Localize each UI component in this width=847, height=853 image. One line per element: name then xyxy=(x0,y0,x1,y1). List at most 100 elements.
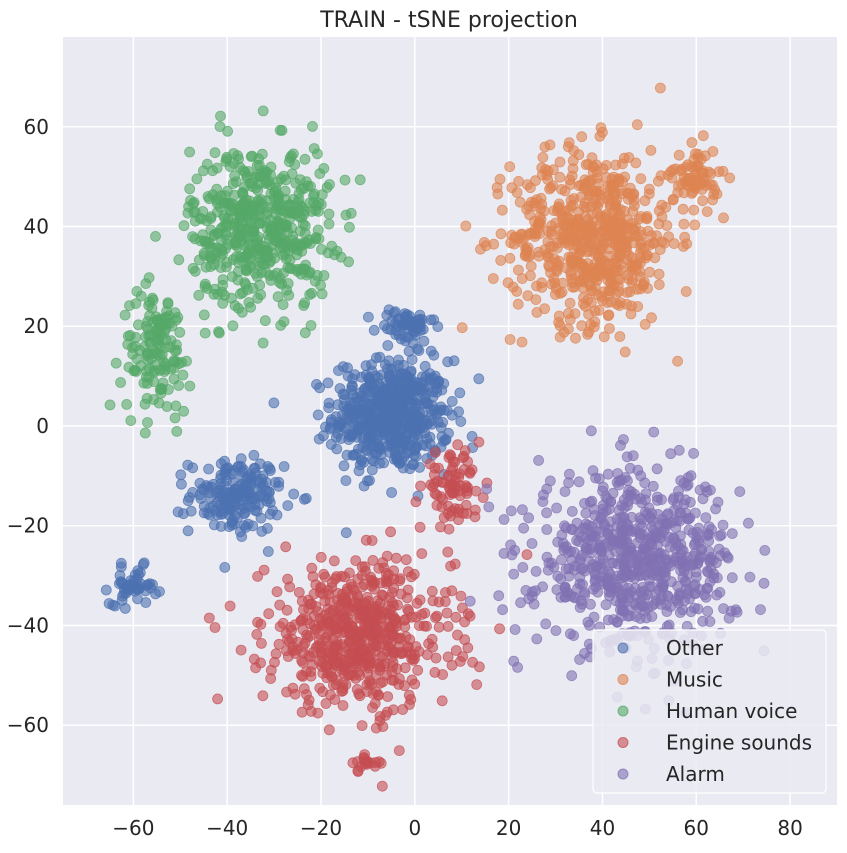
data-point xyxy=(118,588,130,599)
data-point xyxy=(187,462,199,474)
data-point xyxy=(382,340,394,351)
data-point xyxy=(302,699,314,711)
data-point xyxy=(390,614,401,626)
data-point xyxy=(308,620,320,632)
data-point xyxy=(653,279,665,291)
data-point xyxy=(408,326,420,338)
data-point xyxy=(318,618,330,629)
data-point xyxy=(376,369,388,381)
data-point xyxy=(304,289,316,301)
data-point xyxy=(544,241,556,252)
data-point xyxy=(358,456,370,468)
y-tick-label: −60 xyxy=(7,713,49,737)
data-point xyxy=(193,289,205,301)
data-point xyxy=(685,496,696,508)
data-point xyxy=(403,605,415,617)
data-point xyxy=(142,315,154,327)
data-point xyxy=(597,295,608,306)
data-point xyxy=(209,622,221,633)
data-point xyxy=(653,175,664,187)
data-point xyxy=(718,212,729,224)
data-point xyxy=(602,614,614,626)
data-point xyxy=(145,353,157,365)
data-point xyxy=(278,316,290,328)
data-point xyxy=(645,144,657,156)
data-point xyxy=(498,514,510,525)
data-point xyxy=(429,462,441,474)
data-point xyxy=(315,583,327,594)
data-point xyxy=(368,324,380,336)
data-point xyxy=(459,634,471,646)
data-point xyxy=(610,545,621,557)
data-point xyxy=(391,450,403,462)
data-point xyxy=(662,508,674,519)
data-point xyxy=(380,710,391,721)
data-point xyxy=(377,400,389,412)
data-point xyxy=(282,651,294,662)
data-point xyxy=(657,581,669,593)
data-point xyxy=(588,267,600,279)
data-point xyxy=(603,503,615,515)
data-point xyxy=(623,250,635,262)
data-point xyxy=(307,121,318,132)
data-point xyxy=(410,441,422,453)
data-point xyxy=(424,438,436,450)
data-point xyxy=(263,608,275,620)
data-point xyxy=(214,121,226,132)
data-point xyxy=(349,407,361,419)
data-point xyxy=(406,653,418,665)
data-point xyxy=(460,220,472,232)
data-point xyxy=(457,651,469,662)
data-point xyxy=(532,223,544,235)
data-point xyxy=(414,316,426,328)
data-point xyxy=(618,219,630,230)
data-point xyxy=(271,509,283,521)
data-point xyxy=(518,522,529,534)
data-point xyxy=(579,178,591,190)
data-point xyxy=(531,306,543,318)
data-point xyxy=(671,595,683,607)
data-point xyxy=(630,157,642,169)
data-point xyxy=(376,780,388,792)
data-point xyxy=(493,590,505,602)
data-point xyxy=(237,187,249,199)
data-point xyxy=(405,571,417,583)
y-axis-ticks: −60 −40 −20 0 20 40 60 xyxy=(7,115,49,737)
data-point xyxy=(299,153,311,165)
data-point xyxy=(403,372,415,384)
data-point xyxy=(441,405,453,417)
data-point xyxy=(252,231,264,243)
data-point xyxy=(224,600,236,612)
data-point xyxy=(310,200,322,212)
data-point xyxy=(442,470,454,481)
data-point xyxy=(554,331,566,343)
data-point xyxy=(221,257,233,268)
data-point xyxy=(440,587,451,598)
data-point xyxy=(388,565,400,577)
data-point xyxy=(428,404,440,416)
data-point xyxy=(217,297,229,309)
data-point xyxy=(563,307,574,319)
data-point xyxy=(302,180,314,192)
data-point xyxy=(652,494,663,506)
data-point xyxy=(281,220,292,232)
data-point xyxy=(686,161,698,173)
data-point xyxy=(386,381,397,393)
data-point xyxy=(628,194,640,206)
data-point xyxy=(154,586,165,597)
legend-marker xyxy=(617,737,629,748)
data-point xyxy=(478,236,490,248)
data-point xyxy=(699,481,711,493)
data-point xyxy=(279,205,291,217)
data-point xyxy=(356,720,368,731)
data-point xyxy=(189,265,201,277)
data-point xyxy=(631,283,643,295)
data-point xyxy=(416,609,428,620)
data-point xyxy=(436,695,448,707)
data-point xyxy=(364,678,376,689)
data-point xyxy=(265,188,277,200)
data-point xyxy=(606,215,617,227)
data-point xyxy=(679,231,691,243)
data-point xyxy=(563,563,575,574)
data-point xyxy=(537,151,549,163)
